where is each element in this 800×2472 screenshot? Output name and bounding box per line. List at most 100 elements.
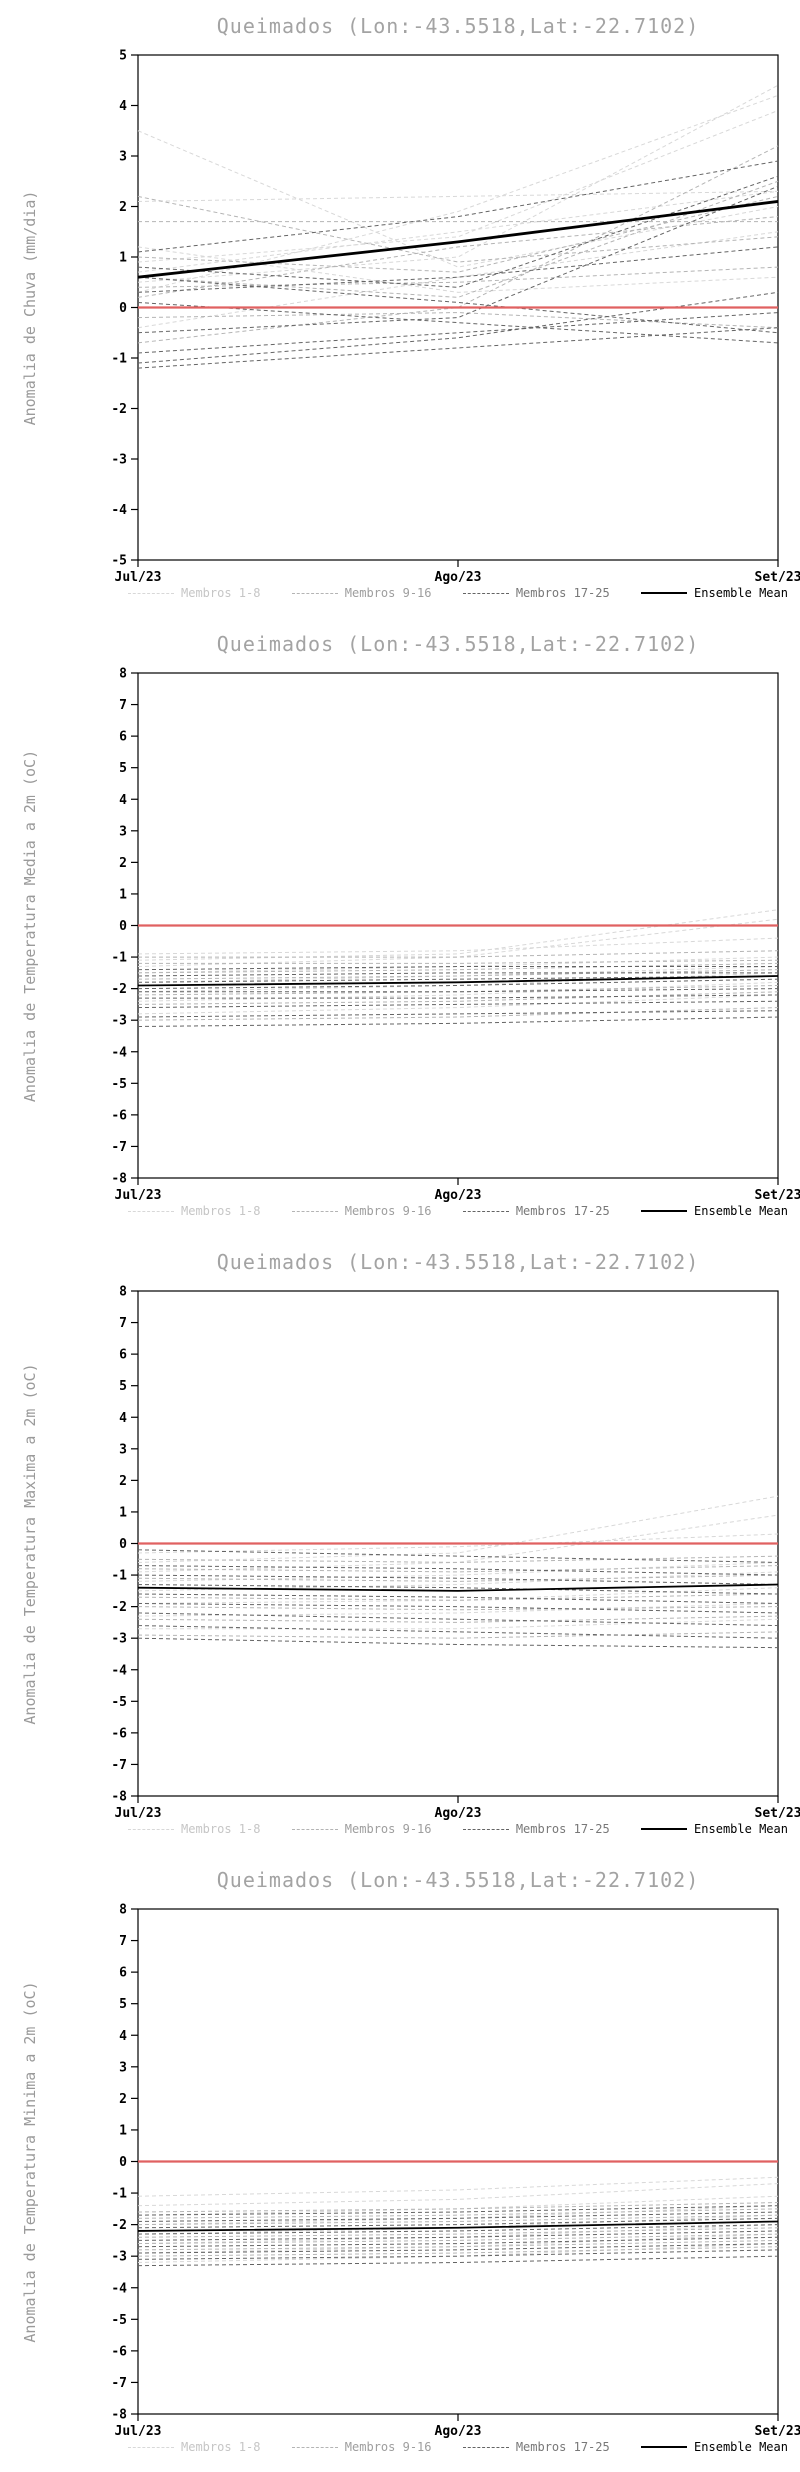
- legend-item-members-1-8: Membros 1-8: [128, 1204, 260, 1218]
- ensemble-mean-line-swatch: [641, 592, 688, 594]
- svg-text:2: 2: [119, 1474, 127, 1489]
- legend-item-ensemble-mean: Ensemble Mean: [641, 1204, 788, 1218]
- svg-text:-2: -2: [111, 2218, 127, 2233]
- svg-text:7: 7: [119, 1934, 127, 1949]
- legend-label: Membros 1-8: [181, 2440, 261, 2454]
- legend-item-members-1-8: Membros 1-8: [128, 2440, 260, 2454]
- svg-text:-8: -8: [111, 1172, 127, 1187]
- svg-text:-1: -1: [111, 352, 127, 367]
- legend-label: Membros 17-25: [515, 586, 610, 600]
- legend-label: Membros 17-25: [515, 1822, 610, 1836]
- legend-label: Ensemble Mean: [694, 1204, 788, 1218]
- svg-text:-1: -1: [111, 1569, 127, 1584]
- svg-text:-6: -6: [111, 1726, 127, 1741]
- svg-text:3: 3: [119, 1442, 127, 1457]
- svg-text:8: 8: [119, 1903, 127, 1918]
- legend-label: Membros 9-16: [344, 586, 432, 600]
- svg-text:0: 0: [119, 301, 127, 316]
- svg-text:-4: -4: [111, 1663, 127, 1678]
- legend-item-members-9-16: Membros 9-16: [291, 2440, 432, 2454]
- legend-label: Membros 9-16: [344, 2440, 432, 2454]
- legend-label: Membros 1-8: [181, 1204, 261, 1218]
- svg-text:-7: -7: [111, 1758, 127, 1773]
- svg-text:-5: -5: [111, 1695, 127, 1710]
- ensemble-mean-line-swatch: [641, 1828, 688, 1830]
- svg-text:0: 0: [119, 919, 127, 934]
- chart-max-temp-anomaly: Queimados (Lon:-43.5518,Lat:-22.7102) An…: [0, 1236, 800, 1854]
- svg-text:8: 8: [119, 1285, 127, 1300]
- svg-text:7: 7: [119, 698, 127, 713]
- legend-item-members-17-25: Membros 17-25: [462, 2440, 610, 2454]
- svg-text:-2: -2: [111, 402, 127, 417]
- members-1-8-line-swatch: [128, 1828, 174, 1830]
- legend-item-members-17-25: Membros 17-25: [462, 1204, 610, 1218]
- svg-text:-4: -4: [111, 1045, 127, 1060]
- legend-item-members-9-16: Membros 9-16: [291, 1204, 432, 1218]
- members-17-25-line-swatch: [462, 592, 509, 594]
- legend-item-ensemble-mean: Ensemble Mean: [641, 586, 788, 600]
- svg-text:1: 1: [119, 2123, 127, 2138]
- ensemble-mean-line-swatch: [641, 1210, 688, 1212]
- svg-text:6: 6: [119, 1348, 127, 1363]
- members-9-16-line-swatch: [291, 1210, 338, 1212]
- svg-text:4: 4: [119, 99, 127, 114]
- members-1-8-line-swatch: [128, 592, 174, 594]
- members-1-8-line-swatch: [128, 1210, 174, 1212]
- legend-item-ensemble-mean: Ensemble Mean: [641, 1822, 788, 1836]
- chart-title: Queimados (Lon:-43.5518,Lat:-22.7102): [216, 632, 700, 656]
- legend-item-members-9-16: Membros 9-16: [291, 586, 432, 600]
- svg-text:3: 3: [119, 824, 127, 839]
- svg-text:8: 8: [119, 667, 127, 682]
- members-17-25-line-swatch: [462, 1210, 509, 1212]
- chart-title: Queimados (Lon:-43.5518,Lat:-22.7102): [216, 14, 700, 38]
- svg-text:6: 6: [119, 730, 127, 745]
- svg-text:Set/23: Set/23: [755, 2424, 800, 2439]
- svg-text:3: 3: [119, 150, 127, 165]
- chart-title: Queimados (Lon:-43.5518,Lat:-22.7102): [216, 1868, 700, 1892]
- svg-text:6: 6: [119, 1966, 127, 1981]
- svg-text:2: 2: [119, 200, 127, 215]
- legend-label: Ensemble Mean: [694, 1822, 788, 1836]
- svg-text:-8: -8: [111, 2408, 127, 2423]
- svg-text:-8: -8: [111, 1790, 127, 1805]
- ensemble-mean-line-swatch: [641, 2446, 688, 2448]
- svg-text:7: 7: [119, 1316, 127, 1331]
- svg-text:5: 5: [119, 1997, 127, 2012]
- svg-text:Ago/23: Ago/23: [435, 1806, 482, 1821]
- legend-label: Membros 17-25: [515, 2440, 610, 2454]
- svg-text:Jul/23: Jul/23: [115, 1806, 162, 1821]
- legend-label: Ensemble Mean: [694, 2440, 788, 2454]
- svg-text:-7: -7: [111, 2376, 127, 2391]
- svg-text:2: 2: [119, 856, 127, 871]
- svg-text:Jul/23: Jul/23: [115, 570, 162, 585]
- plot-area: -8 -7 -6 -5 -4 -3 -2 -1 0 1 2 3 4 5 6 7 8 Jul/23 Ago/23 Set…: [111, 667, 800, 1204]
- svg-text:Jul/23: Jul/23: [115, 2424, 162, 2439]
- members-9-16-line-swatch: [291, 592, 338, 594]
- svg-text:1: 1: [119, 887, 127, 902]
- legend-label: Membros 1-8: [181, 1822, 261, 1836]
- chart-legend: Membros 1-8 Membros 9-16 Membros 17-25 E…: [128, 586, 788, 600]
- svg-text:2: 2: [119, 2092, 127, 2107]
- svg-text:1: 1: [119, 1505, 127, 1520]
- svg-text:-4: -4: [111, 2281, 127, 2296]
- svg-text:5: 5: [119, 49, 127, 64]
- svg-text:Ago/23: Ago/23: [435, 1188, 482, 1203]
- svg-text:0: 0: [119, 1537, 127, 1552]
- svg-text:-2: -2: [111, 982, 127, 997]
- svg-text:-1: -1: [111, 2187, 127, 2202]
- plot-area: -5 -4 -3 -2 -1 0 1 2 3 4 5 Jul/23 Ago/23 Set/23: [111, 49, 800, 586]
- svg-text:4: 4: [119, 1411, 127, 1426]
- chart-precip-anomaly: Queimados (Lon:-43.5518,Lat:-22.7102) An…: [0, 0, 800, 618]
- chart-mean-temp-anomaly: Queimados (Lon:-43.5518,Lat:-22.7102) An…: [0, 618, 800, 1236]
- legend-item-ensemble-mean: Ensemble Mean: [641, 2440, 788, 2454]
- svg-text:-3: -3: [111, 1632, 127, 1647]
- svg-text:Set/23: Set/23: [755, 1806, 800, 1821]
- members-17-25-line-swatch: [462, 1828, 509, 1830]
- svg-text:-5: -5: [111, 1077, 127, 1092]
- legend-item-members-9-16: Membros 9-16: [291, 1822, 432, 1836]
- legend-item-members-1-8: Membros 1-8: [128, 586, 260, 600]
- legend-item-members-17-25: Membros 17-25: [462, 1822, 610, 1836]
- legend-item-members-17-25: Membros 17-25: [462, 586, 610, 600]
- svg-text:-7: -7: [111, 1140, 127, 1155]
- legend-label: Ensemble Mean: [694, 586, 788, 600]
